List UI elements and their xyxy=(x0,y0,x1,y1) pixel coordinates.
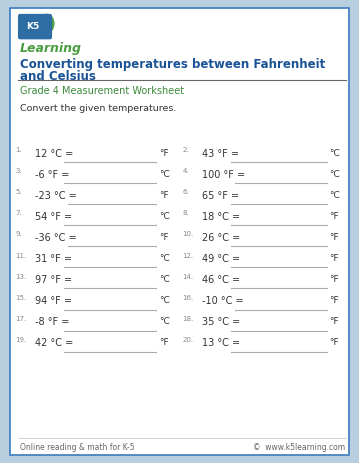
Text: 97 °F =: 97 °F = xyxy=(35,275,72,285)
Text: 14.: 14. xyxy=(182,274,194,280)
Text: 35 °C =: 35 °C = xyxy=(202,317,240,327)
Text: °F: °F xyxy=(159,233,168,242)
Text: °F: °F xyxy=(330,212,339,221)
FancyBboxPatch shape xyxy=(18,14,52,39)
Text: 11.: 11. xyxy=(15,252,26,258)
Text: °C: °C xyxy=(159,296,169,305)
Text: Convert the given temperatures.: Convert the given temperatures. xyxy=(20,104,176,113)
Text: Converting temperatures between Fahrenheit: Converting temperatures between Fahrenhe… xyxy=(20,58,325,71)
Text: 1.: 1. xyxy=(15,147,22,153)
Text: -23 °C =: -23 °C = xyxy=(35,191,77,201)
Text: °F: °F xyxy=(159,191,168,200)
Text: Online reading & math for K-5: Online reading & math for K-5 xyxy=(20,443,134,451)
Text: 15.: 15. xyxy=(15,294,26,300)
Text: 5.: 5. xyxy=(15,189,22,195)
Text: 13 °C =: 13 °C = xyxy=(202,338,240,348)
Text: °F: °F xyxy=(330,296,339,305)
Text: °F: °F xyxy=(159,338,168,347)
Text: °C: °C xyxy=(159,317,169,326)
Text: °F: °F xyxy=(330,338,339,347)
Text: 18.: 18. xyxy=(182,316,194,322)
Text: 31 °F =: 31 °F = xyxy=(35,254,72,264)
Text: 12 °C =: 12 °C = xyxy=(35,149,74,159)
Text: 10.: 10. xyxy=(182,232,194,238)
Circle shape xyxy=(39,14,54,33)
Text: °C: °C xyxy=(330,149,340,157)
Text: °F: °F xyxy=(159,149,168,157)
Text: 13.: 13. xyxy=(15,274,26,280)
Text: Learning: Learning xyxy=(20,42,82,55)
Text: °F: °F xyxy=(330,254,339,263)
Text: -8 °F =: -8 °F = xyxy=(35,317,70,327)
Text: 19.: 19. xyxy=(15,337,26,343)
Text: ©  www.k5learning.com: © www.k5learning.com xyxy=(252,443,345,451)
Text: 43 °F =: 43 °F = xyxy=(202,149,239,159)
Text: 18 °C =: 18 °C = xyxy=(202,212,240,222)
FancyBboxPatch shape xyxy=(10,8,349,455)
Text: °C: °C xyxy=(330,191,340,200)
Text: °F: °F xyxy=(330,275,339,284)
Text: 26 °C =: 26 °C = xyxy=(202,233,240,243)
Text: 49 °C =: 49 °C = xyxy=(202,254,240,264)
Text: 17.: 17. xyxy=(15,316,26,322)
Text: 94 °F =: 94 °F = xyxy=(35,296,72,306)
Text: K5: K5 xyxy=(26,22,39,31)
Text: 2.: 2. xyxy=(182,147,189,153)
Text: 54 °F =: 54 °F = xyxy=(35,212,72,222)
Text: °C: °C xyxy=(159,169,169,179)
Text: 7.: 7. xyxy=(15,210,22,216)
Text: 46 °C =: 46 °C = xyxy=(202,275,240,285)
Text: -10 °C =: -10 °C = xyxy=(202,296,243,306)
Text: °F: °F xyxy=(330,233,339,242)
Text: °C: °C xyxy=(159,212,169,221)
Text: °F: °F xyxy=(330,317,339,326)
Text: 12.: 12. xyxy=(182,252,194,258)
Text: 100 °F =: 100 °F = xyxy=(202,169,245,180)
Text: 3.: 3. xyxy=(15,168,22,174)
Text: 42 °C =: 42 °C = xyxy=(35,338,74,348)
Text: -36 °C =: -36 °C = xyxy=(35,233,77,243)
Text: °C: °C xyxy=(330,169,340,179)
Text: 9.: 9. xyxy=(15,232,22,238)
Text: 8.: 8. xyxy=(182,210,189,216)
Text: -6 °F =: -6 °F = xyxy=(35,169,70,180)
Text: °C: °C xyxy=(159,275,169,284)
Text: 65 °F =: 65 °F = xyxy=(202,191,239,201)
Text: 6.: 6. xyxy=(182,189,189,195)
Text: 20.: 20. xyxy=(182,337,194,343)
Text: Grade 4 Measurement Worksheet: Grade 4 Measurement Worksheet xyxy=(20,86,184,96)
Text: 16.: 16. xyxy=(182,294,194,300)
Text: and Celsius: and Celsius xyxy=(20,70,95,83)
Text: °C: °C xyxy=(159,254,169,263)
Text: 4.: 4. xyxy=(182,168,189,174)
